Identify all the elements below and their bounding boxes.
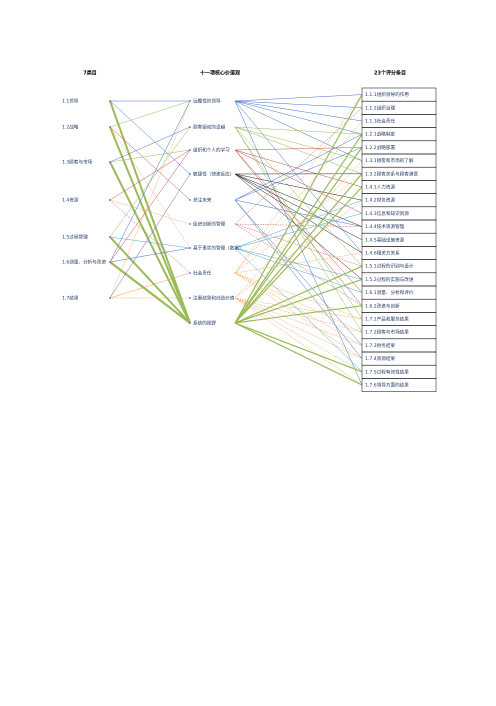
connector [110, 101, 190, 298]
connector [235, 150, 362, 293]
item-label: 1.7.5过程有效性结果 [365, 368, 409, 375]
category-label: 1.7结果 [62, 295, 79, 302]
node-dot [189, 100, 191, 102]
item-label: 1.4.4技术资源管理 [365, 223, 405, 230]
category-label: 1.5过程管理 [62, 234, 88, 241]
node-dot [109, 261, 111, 263]
item-label: 1.2.1战略制定 [365, 131, 395, 138]
connector [110, 127, 190, 200]
connector [235, 127, 362, 174]
connector [110, 101, 190, 262]
value-label: 远瞻性的领导 [193, 98, 221, 105]
node-dot [189, 297, 191, 299]
node-dot [189, 199, 191, 201]
item-label: 1.4.5基础设施资源 [365, 236, 405, 243]
node-dot [189, 272, 191, 274]
node-dot [109, 297, 111, 299]
connector [235, 95, 362, 101]
connector [235, 298, 362, 359]
column-header: 23个评分条目 [374, 70, 406, 77]
item-label: 1.7.6领导方面的结果 [365, 382, 409, 389]
connector [235, 323, 362, 385]
category-label: 1.4资源 [62, 197, 79, 204]
connector [235, 101, 362, 108]
value-label: 关注未来 [193, 197, 212, 204]
category-label: 1.1领导 [62, 98, 79, 105]
item-label: 1.2.2战略部署 [365, 144, 395, 151]
item-label: 1.4.6相关方关系 [365, 250, 400, 257]
connectors [110, 95, 362, 385]
category-label: 1.6测量、分析与改进 [62, 259, 106, 266]
item-label: 1.5.1过程的识别与设计 [365, 263, 414, 270]
item-label: 1.7.3财务结果 [365, 342, 395, 349]
item-label: 1.6.2改进与创新 [365, 302, 400, 309]
node-dot [189, 149, 191, 151]
item-label: 1.4.2财务资源 [365, 197, 395, 204]
value-label: 注重结果和创造价值 [193, 295, 235, 302]
connector [235, 224, 362, 306]
node-dot [189, 322, 191, 324]
connector [235, 95, 362, 323]
node-dot [189, 247, 191, 249]
item-label: 1.1.1组织领导的作用 [365, 91, 409, 98]
connector [235, 253, 362, 273]
connector [235, 298, 362, 385]
item-label: 1.6.1测量、分析和评价 [365, 289, 414, 296]
item-label: 1.7.4资源结果 [365, 355, 395, 362]
node-dot [109, 161, 111, 163]
connector [110, 101, 190, 323]
column-header: 7类目 [83, 70, 96, 77]
node-dot [109, 236, 111, 238]
node-dot [109, 199, 111, 201]
item-label: 1.1.3社会责任 [365, 118, 395, 125]
node-dot [109, 126, 111, 128]
item-label: 1.4.3信息和知识资源 [365, 210, 409, 217]
item-label: 1.1.2组织治理 [365, 104, 395, 111]
connector [235, 248, 362, 372]
connector [235, 224, 362, 227]
category-label: 1.2战略 [62, 124, 79, 131]
item-label: 1.3.1顾客和市场的了解 [365, 157, 414, 164]
value-label: 顾客驱动的卓越 [193, 124, 226, 131]
category-label: 1.3顾客与市场 [62, 159, 93, 166]
value-label: 组织和个人的学习 [193, 147, 230, 154]
item-label: 1.5.2过程的实施与改进 [365, 276, 414, 283]
connector [235, 200, 362, 345]
node-dot [189, 126, 191, 128]
connector [235, 323, 362, 372]
item-label: 1.7.2顾客与市场结果 [365, 329, 409, 336]
value-label: 社会责任 [193, 270, 212, 277]
item-label: 1.3.2顾客关系与顾客满意 [365, 170, 418, 177]
value-label: 系统的视野 [193, 320, 216, 327]
value-label: 促进创新的管理 [193, 221, 226, 228]
node-dot [189, 173, 191, 175]
connector [110, 237, 190, 248]
connector [235, 101, 362, 121]
value-label: 敏捷性（快速反应） [193, 171, 234, 178]
item-label: 1.4.1人力资源 [365, 184, 395, 191]
item-label: 1.7.1产品和服务结果 [365, 316, 409, 323]
connector [110, 101, 190, 174]
connector [110, 150, 190, 262]
node-dot [189, 223, 191, 225]
node-dot [109, 100, 111, 102]
connector [110, 101, 190, 127]
column-header: 十一项核心价值观 [200, 70, 240, 77]
connector [235, 298, 362, 345]
value-label: 基于事实的管理（数据） [193, 245, 244, 252]
